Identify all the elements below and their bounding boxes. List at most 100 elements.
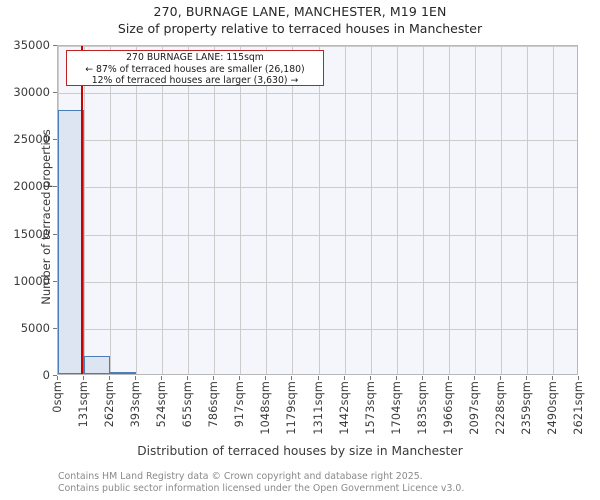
- annotation-line-1: 270 BURNAGE LANE: 115sqm: [126, 52, 264, 63]
- y-axis-tick-mark: [53, 234, 57, 235]
- x-axis-tick-mark: [265, 376, 266, 380]
- property-size-marker-line: [81, 46, 83, 374]
- x-axis-tick-label: 786sqm: [207, 381, 221, 428]
- y-axis-tick-label: 15000: [13, 226, 50, 241]
- x-axis-tick-label: 1048sqm: [259, 381, 273, 435]
- gridline-horizontal: [58, 282, 577, 283]
- y-axis-tick-label: 25000: [13, 132, 50, 147]
- gridline-horizontal: [58, 235, 577, 236]
- x-axis-tick-mark: [161, 376, 162, 380]
- x-axis-tick-mark: [109, 376, 110, 380]
- x-axis-tick-mark: [344, 376, 345, 380]
- chart-subtitle: Size of property relative to terraced ho…: [117, 21, 483, 36]
- x-axis-tick-label: 2228sqm: [493, 381, 507, 435]
- x-axis-tick-label: 262sqm: [103, 381, 117, 428]
- gridline-vertical: [292, 46, 293, 374]
- x-axis-tick-mark: [57, 376, 58, 380]
- bar: [58, 110, 84, 374]
- gridline-vertical: [266, 46, 267, 374]
- y-axis-tick-mark: [53, 139, 57, 140]
- gridline-vertical: [527, 46, 528, 374]
- x-axis-tick-mark: [526, 376, 527, 380]
- y-axis-tick-label: 30000: [13, 85, 50, 100]
- y-axis-tick-mark: [53, 92, 57, 93]
- gridline-vertical: [553, 46, 554, 374]
- x-axis-tick-label: 2359sqm: [519, 381, 533, 435]
- gridline-horizontal: [58, 187, 577, 188]
- annotation-box: 270 BURNAGE LANE: 115sqm ← 87% of terrac…: [66, 50, 324, 86]
- x-axis-tick-mark: [213, 376, 214, 380]
- x-axis-tick-label: 2621sqm: [572, 381, 585, 435]
- gridline-vertical: [449, 46, 450, 374]
- gridline-vertical: [475, 46, 476, 374]
- chart-title: 270, BURNAGE LANE, MANCHESTER, M19 1EN: [153, 4, 447, 19]
- x-axis-tick-label: 1442sqm: [337, 381, 351, 435]
- x-axis-tick-mark: [422, 376, 423, 380]
- x-axis-tick-mark: [552, 376, 553, 380]
- y-axis-tick-mark: [53, 281, 57, 282]
- x-axis-tick-label: 393sqm: [129, 381, 143, 428]
- x-axis-tick-label: 655sqm: [181, 381, 195, 428]
- gridline-horizontal: [58, 93, 577, 94]
- x-axis-tick-label: 1835sqm: [415, 381, 429, 435]
- x-axis-tick-mark: [291, 376, 292, 380]
- x-axis-tick-mark: [448, 376, 449, 380]
- x-axis-tick-mark: [83, 376, 84, 380]
- x-axis-tick-label: 917sqm: [233, 381, 247, 428]
- gridline-vertical: [214, 46, 215, 374]
- x-axis-tick-mark: [318, 376, 319, 380]
- x-axis-tick-label: 131sqm: [77, 381, 91, 428]
- y-axis-tick-mark: [53, 186, 57, 187]
- y-axis-tick-label: 10000: [13, 273, 50, 288]
- x-axis-tick-mark: [187, 376, 188, 380]
- x-axis-tick-mark: [578, 376, 579, 380]
- x-axis-tick-mark: [370, 376, 371, 380]
- annotation-line-3: 12% of terraced houses are larger (3,630…: [91, 75, 299, 87]
- x-axis-tick-mark: [474, 376, 475, 380]
- x-axis-tick-label: 1704sqm: [389, 381, 403, 435]
- gridline-vertical: [188, 46, 189, 374]
- x-axis-tick-mark: [239, 376, 240, 380]
- gridline-vertical: [397, 46, 398, 374]
- footer-attribution: Contains HM Land Registry data © Crown c…: [58, 471, 464, 494]
- x-axis-tick-label: 1179sqm: [285, 381, 299, 435]
- x-axis-label: Distribution of terraced houses by size …: [137, 444, 463, 458]
- x-axis-tick-mark: [500, 376, 501, 380]
- gridline-vertical: [423, 46, 424, 374]
- y-axis-tick-mark: [53, 45, 57, 46]
- gridline-vertical: [240, 46, 241, 374]
- plot-area: [57, 45, 578, 375]
- x-axis-tick-label: 524sqm: [155, 381, 169, 428]
- x-axis-tick-label: 1966sqm: [441, 381, 455, 435]
- gridline-horizontal: [58, 329, 577, 330]
- y-axis-label: Number of terraced properties: [39, 129, 53, 305]
- footer-line-2: Contains public sector information licen…: [58, 482, 465, 494]
- y-axis-tick-mark: [53, 328, 57, 329]
- x-axis-tick-label: 1573sqm: [363, 381, 377, 435]
- x-axis-tick-label: 2097sqm: [467, 381, 481, 435]
- bar: [110, 372, 136, 374]
- x-axis-tick-mark: [135, 376, 136, 380]
- gridline-horizontal: [58, 140, 577, 141]
- y-axis-tick-label: 5000: [20, 320, 50, 335]
- x-axis-tick-label: 0sqm: [51, 381, 64, 413]
- gridline-vertical: [136, 46, 137, 374]
- x-axis-tick-label: 2490sqm: [545, 381, 559, 435]
- gridline-vertical: [84, 46, 85, 374]
- gridline-vertical: [110, 46, 111, 374]
- bar: [84, 356, 110, 374]
- gridline-horizontal: [58, 46, 577, 47]
- y-axis-tick-mark: [53, 375, 57, 376]
- x-axis-tick-label: 1311sqm: [311, 381, 325, 435]
- y-axis-tick-label: 0: [42, 368, 50, 382]
- footer-line-1: Contains HM Land Registry data © Crown c…: [58, 471, 423, 482]
- x-axis-tick-mark: [396, 376, 397, 380]
- annotation-line-2: ← 87% of terraced houses are smaller (26…: [85, 63, 305, 75]
- gridline-vertical: [319, 46, 320, 374]
- y-axis-tick-label: 35000: [13, 38, 50, 52]
- gridline-vertical: [371, 46, 372, 374]
- y-axis-tick-label: 20000: [13, 179, 50, 194]
- gridline-vertical: [162, 46, 163, 374]
- gridline-vertical: [501, 46, 502, 374]
